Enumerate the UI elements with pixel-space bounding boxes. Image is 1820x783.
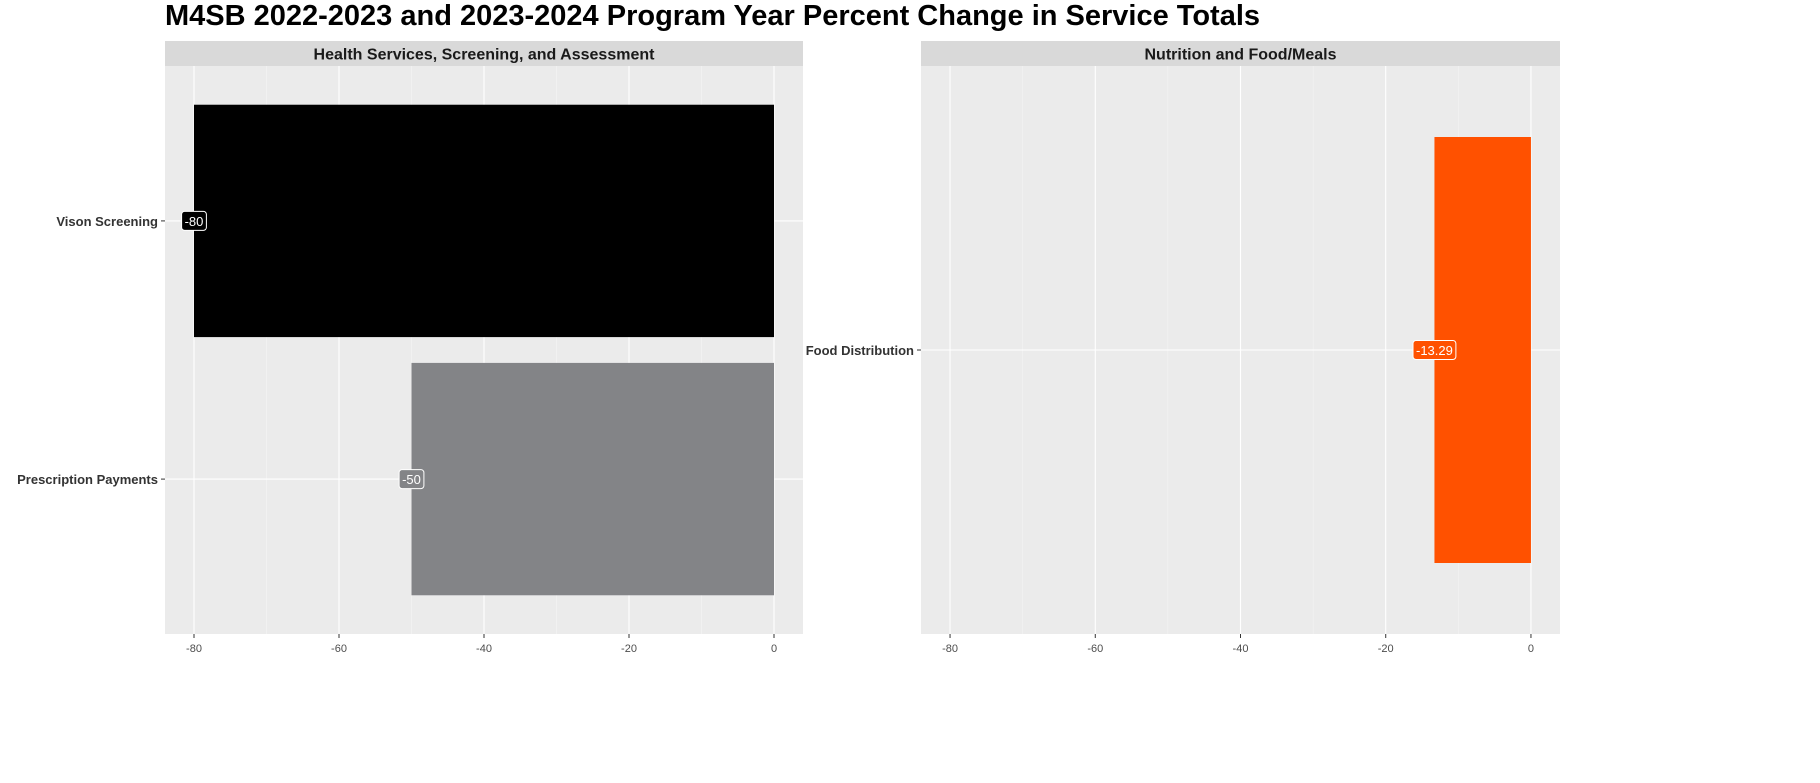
data-label-box — [181, 210, 207, 231]
facet-title: Nutrition and Food/Meals — [1145, 47, 1337, 64]
x-tick-label: -60 — [1087, 643, 1103, 655]
data-label: -50 — [402, 472, 421, 487]
category-label: Vison Screening — [56, 214, 158, 229]
category-label: Prescription Payments — [17, 472, 158, 487]
x-tick-label: -80 — [942, 643, 958, 655]
bar-2 — [411, 362, 774, 596]
panel-1: Health Services, Screening, and Assessme… — [17, 41, 803, 655]
x-tick-label: 0 — [1528, 643, 1534, 655]
facet-strip — [921, 41, 1560, 66]
x-tick-label: -40 — [1233, 643, 1249, 655]
bar-1 — [194, 104, 774, 338]
data-label-box — [398, 469, 425, 490]
data-label: -13.29 — [1416, 343, 1453, 358]
data-label-box — [1412, 340, 1457, 360]
facet-strip — [165, 41, 803, 66]
category-label: Food Distribution — [806, 343, 914, 358]
x-tick-label: -80 — [186, 643, 202, 655]
x-tick-label: -20 — [621, 643, 637, 655]
page-title: M4SB 2022-2023 and 2023-2024 Program Yea… — [165, 0, 1261, 32]
x-tick-label: 0 — [771, 643, 777, 655]
x-tick-label: -60 — [331, 643, 347, 655]
facet-title: Health Services, Screening, and Assessme… — [314, 47, 656, 64]
x-tick-label: -40 — [476, 643, 492, 655]
panel-2: Nutrition and Food/Meals -13.29 Food Distr… — [806, 41, 1560, 655]
x-tick-label: -20 — [1378, 643, 1394, 655]
data-label: -80 — [185, 214, 204, 229]
